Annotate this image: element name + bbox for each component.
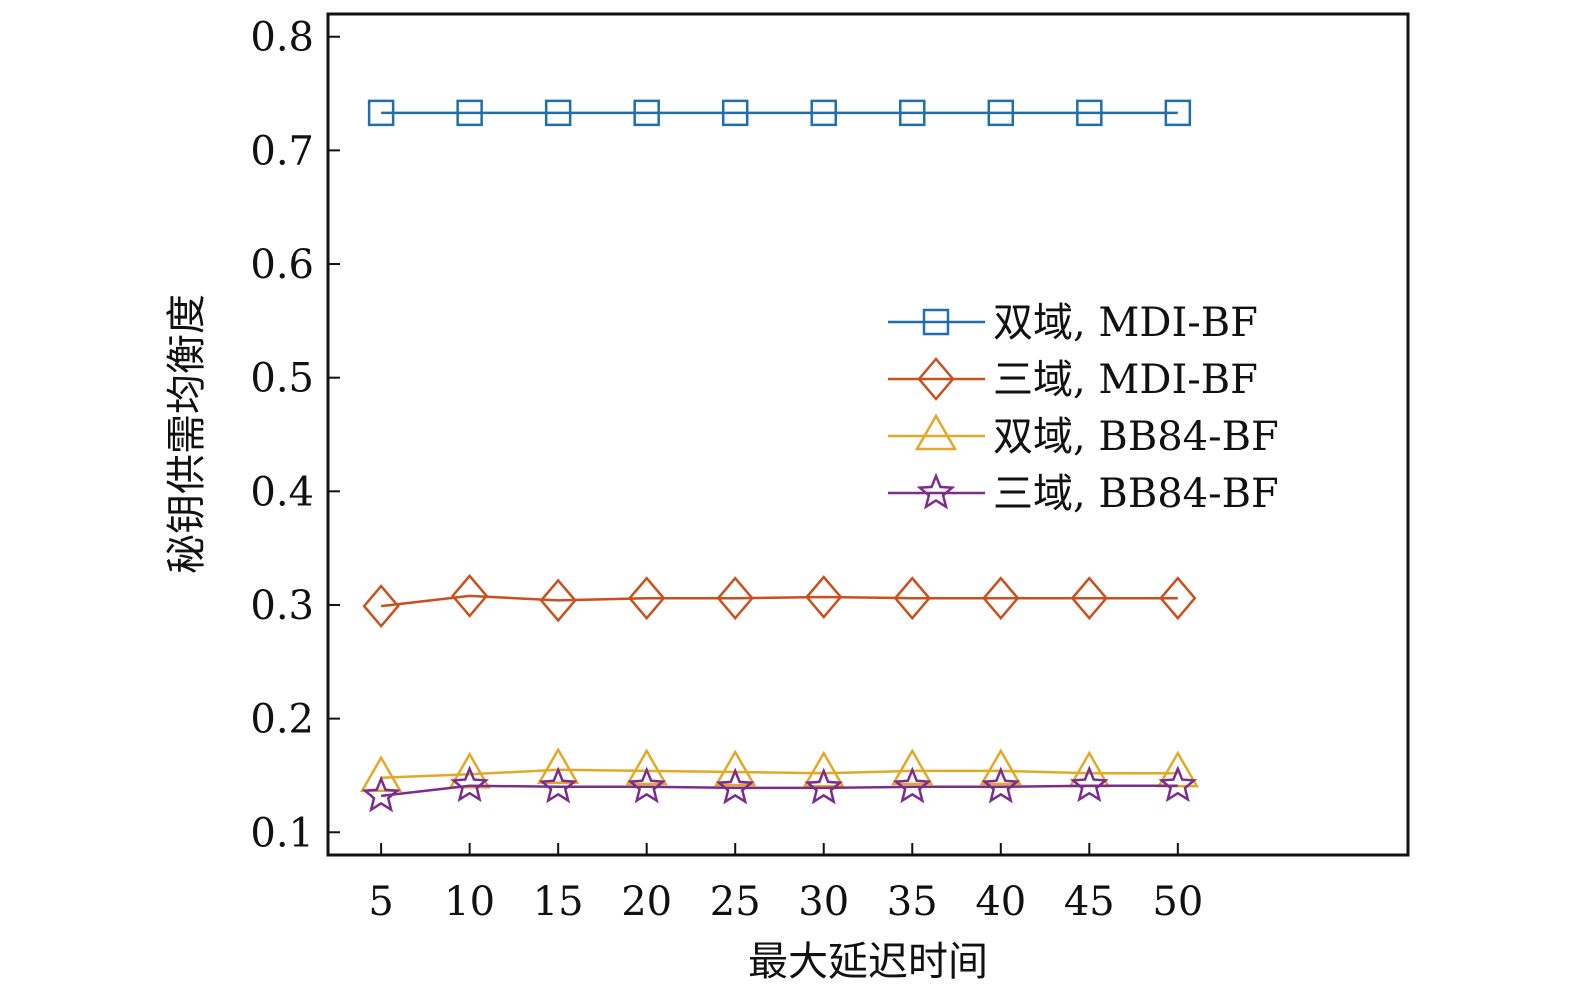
data-point: [810, 99, 837, 127]
data-point: [456, 99, 483, 127]
x-tick-label: 15: [533, 879, 584, 925]
data-point: [362, 584, 400, 629]
y-axis-title: 秘钥供需均衡度: [164, 294, 210, 574]
data-point: [982, 576, 1020, 621]
series-4: [361, 765, 1198, 813]
data-point: [1076, 99, 1103, 127]
data-point: [625, 748, 668, 786]
y-tick-label: 0.8: [250, 15, 314, 61]
data-point: [979, 748, 1022, 786]
legend-item: 双域, MDI-BF: [888, 300, 1258, 346]
y-tick-label: 0.3: [250, 583, 314, 629]
data-point: [628, 576, 666, 621]
series-1: [367, 99, 1192, 127]
x-tick-label: 10: [444, 879, 495, 925]
series-line: [380, 594, 1178, 608]
data-point: [367, 99, 395, 127]
data-point: [716, 576, 754, 621]
x-tick-label: 30: [798, 879, 849, 925]
legend-label: 双域, MDI-BF: [993, 300, 1258, 346]
legend-label: 三域, MDI-BF: [993, 357, 1258, 403]
legend-label: 双域, BB84-BF: [993, 414, 1279, 460]
data-point: [891, 748, 934, 786]
data-point: [805, 575, 843, 619]
x-tick-label: 45: [1064, 879, 1115, 925]
data-point: [1156, 750, 1199, 788]
y-tick-label: 0.2: [250, 697, 314, 743]
y-tick-label: 0.5: [250, 356, 314, 402]
data-point: [544, 99, 572, 127]
data-point: [448, 751, 491, 789]
series-line: [380, 784, 1178, 798]
series-2: [362, 573, 1197, 629]
y-tick-label: 0.7: [250, 128, 314, 174]
legend-marker: [914, 413, 958, 451]
legend: 双域, MDI-BF 三域, MDI-BF 双域, BB84-BF 三域, BB84-…: [888, 300, 1279, 517]
data-point: [1159, 576, 1197, 621]
x-tick-label: 25: [710, 879, 761, 925]
y-tick-label: 0.4: [250, 469, 314, 515]
data-point: [892, 766, 932, 804]
data-point: [802, 750, 845, 788]
series-layer: [359, 99, 1199, 813]
x-tick-label: 20: [621, 879, 672, 925]
data-point: [893, 576, 931, 621]
data-point: [715, 767, 755, 805]
data-point: [359, 755, 403, 792]
x-axis: 5 10 15 20 25 30 35 40 45 50: [368, 843, 1203, 925]
legend-marker: [917, 357, 955, 401]
legend-item: 三域, MDI-BF: [888, 357, 1258, 403]
data-point: [721, 99, 749, 127]
data-point: [450, 573, 489, 618]
data-point: [714, 749, 757, 787]
legend-item: 三域, BB84-BF: [888, 471, 1279, 517]
x-tick-label: 35: [887, 879, 938, 925]
y-tick-label: 0.1: [250, 810, 314, 856]
data-point: [1070, 576, 1108, 621]
legend-marker: [922, 308, 950, 336]
data-point: [627, 766, 667, 804]
data-point: [633, 99, 660, 127]
series-line: [381, 768, 1178, 779]
data-point: [538, 766, 578, 804]
legend-item: 双域, BB84-BF: [888, 413, 1279, 460]
data-point: [899, 99, 926, 127]
data-point: [450, 765, 489, 803]
data-point: [1069, 765, 1109, 803]
x-tick-label: 5: [368, 879, 393, 925]
data-point: [1164, 99, 1192, 127]
x-axis-title: 最大延迟时间: [748, 939, 988, 985]
legend-marker: [916, 472, 956, 510]
x-tick-label: 40: [975, 879, 1026, 925]
data-point: [361, 775, 401, 813]
x-tick-label: 50: [1152, 879, 1203, 925]
data-point: [1158, 765, 1198, 803]
plot-frame: [326, 12, 1410, 857]
data-point: [981, 766, 1021, 804]
data-point: [804, 767, 844, 805]
data-point: [537, 747, 580, 785]
data-point: [987, 99, 1015, 127]
y-axis: 0.1 0.2 0.3 0.4 0.5 0.6 0.7 0.8: [250, 15, 340, 856]
data-point: [539, 578, 577, 623]
legend-label: 三域, BB84-BF: [993, 471, 1279, 517]
y-tick-label: 0.6: [250, 242, 314, 288]
series-3: [359, 747, 1199, 792]
